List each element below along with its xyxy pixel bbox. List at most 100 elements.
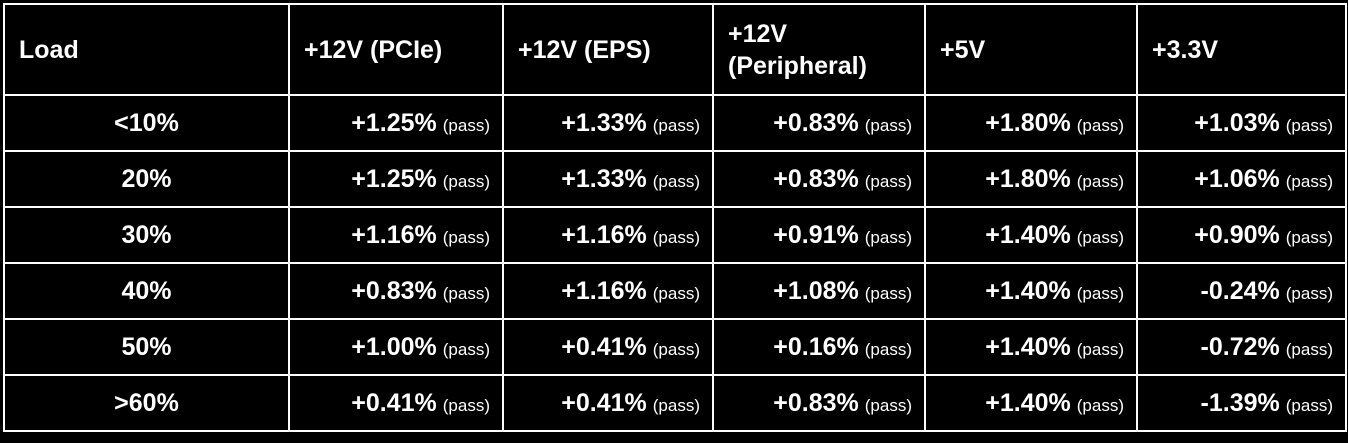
table-body: <10% +1.25% (pass) +1.33% (pass) +0.83% (pass)… [3,94,1347,432]
pass-status: (pass) [864,171,912,191]
regulation-cell: +0.41% (pass) [502,374,714,432]
table-row: 50% +1.00% (pass) +0.41% (pass) +0.16% (pass) +… [3,318,1347,376]
regulation-cell: +0.90% (pass) [1136,206,1347,264]
regulation-value: +0.41% [561,388,647,417]
pass-status: (pass) [1076,339,1124,359]
regulation-cell: +0.16% (pass) [712,318,926,376]
regulation-cell: +1.03% (pass) [1136,94,1347,152]
pass-status: (pass) [1285,227,1333,247]
pass-status: (pass) [1076,283,1124,303]
regulation-cell: +1.40% (pass) [924,262,1138,320]
header-3-3v: +3.3V [1136,3,1347,96]
pass-status: (pass) [652,283,700,303]
pass-status: (pass) [1285,115,1333,135]
regulation-value: +1.06% [1194,164,1280,193]
regulation-cell: +0.83% (pass) [712,94,926,152]
table-row: <10% +1.25% (pass) +1.33% (pass) +0.83% (pass)… [3,94,1347,152]
regulation-cell: +1.33% (pass) [502,94,714,152]
header-12v-eps: +12V (EPS) [502,3,714,96]
table-row: 30% +1.16% (pass) +1.16% (pass) +0.91% (pass) +… [3,206,1347,264]
pass-status: (pass) [1285,283,1333,303]
regulation-value: +1.80% [985,164,1071,193]
regulation-cell: -1.39% (pass) [1136,374,1347,432]
pass-status: (pass) [652,395,700,415]
regulation-cell: +1.08% (pass) [712,262,926,320]
regulation-value: +1.80% [985,108,1071,137]
pass-status: (pass) [864,395,912,415]
regulation-value: +1.40% [985,332,1071,361]
regulation-value: +1.40% [985,220,1071,249]
regulation-cell: +0.41% (pass) [502,318,714,376]
regulation-value: +1.40% [985,276,1071,305]
pass-status: (pass) [1285,395,1333,415]
regulation-value: +0.41% [351,388,437,417]
load-cell: <10% [3,94,290,152]
table-row: 20% +1.25% (pass) +1.33% (pass) +0.83% (pass) +… [3,150,1347,208]
regulation-value: +0.83% [773,388,859,417]
regulation-cell: +1.16% (pass) [502,206,714,264]
voltage-regulation-table-wrapper: Load +12V (PCIe) +12V (EPS) +12V (Periph… [3,3,1347,443]
pass-status: (pass) [442,339,490,359]
regulation-value: +1.08% [773,276,859,305]
table-row: 40% +0.83% (pass) +1.16% (pass) +1.08% (pass) +… [3,262,1347,320]
pass-status: (pass) [442,171,490,191]
regulation-cell: +1.33% (pass) [502,150,714,208]
regulation-cell: +1.16% (pass) [502,262,714,320]
voltage-regulation-table: Load +12V (PCIe) +12V (EPS) +12V (Periph… [3,3,1347,432]
pass-status: (pass) [864,339,912,359]
regulation-cell: +1.80% (pass) [924,150,1138,208]
pass-status: (pass) [652,115,700,135]
pass-status: (pass) [1076,171,1124,191]
regulation-value: +1.16% [351,220,437,249]
pass-status: (pass) [652,339,700,359]
regulation-cell: +1.06% (pass) [1136,150,1347,208]
regulation-cell: +0.83% (pass) [288,262,504,320]
regulation-value: +1.33% [561,164,647,193]
pass-status: (pass) [442,115,490,135]
regulation-value: +0.91% [773,220,859,249]
regulation-cell: -0.24% (pass) [1136,262,1347,320]
regulation-cell: +0.91% (pass) [712,206,926,264]
regulation-value: -0.72% [1200,332,1280,361]
regulation-cell: +0.41% (pass) [288,374,504,432]
regulation-value: +1.00% [351,332,437,361]
header-12v-peripheral: +12V (Peripheral) [712,3,926,96]
regulation-value: +1.03% [1194,108,1280,137]
pass-status: (pass) [1076,395,1124,415]
regulation-cell: +1.80% (pass) [924,94,1138,152]
regulation-value: +1.40% [985,388,1071,417]
pass-status: (pass) [1285,339,1333,359]
regulation-value: +0.83% [773,164,859,193]
pass-status: (pass) [864,227,912,247]
load-cell: 20% [3,150,290,208]
header-load: Load [3,3,290,96]
regulation-value: +1.25% [351,164,437,193]
regulation-cell: -0.72% (pass) [1136,318,1347,376]
pass-status: (pass) [652,171,700,191]
regulation-value: +0.16% [773,332,859,361]
regulation-value: +0.41% [561,332,647,361]
pass-status: (pass) [442,227,490,247]
pass-status: (pass) [864,283,912,303]
load-cell: >60% [3,374,290,432]
pass-status: (pass) [442,283,490,303]
header-5v: +5V [924,3,1138,96]
pass-status: (pass) [1076,227,1124,247]
header-12v-pcie: +12V (PCIe) [288,3,504,96]
regulation-cell: +1.40% (pass) [924,318,1138,376]
load-cell: 50% [3,318,290,376]
pass-status: (pass) [864,115,912,135]
regulation-cell: +0.83% (pass) [712,150,926,208]
regulation-value: +1.16% [561,276,647,305]
pass-status: (pass) [442,395,490,415]
regulation-cell: +0.83% (pass) [712,374,926,432]
regulation-value: -1.39% [1200,388,1280,417]
pass-status: (pass) [1076,115,1124,135]
regulation-value: +1.16% [561,220,647,249]
load-cell: 30% [3,206,290,264]
regulation-cell: +1.00% (pass) [288,318,504,376]
pass-status: (pass) [1285,171,1333,191]
load-cell: 40% [3,262,290,320]
regulation-value: +0.83% [773,108,859,137]
regulation-cell: +1.16% (pass) [288,206,504,264]
